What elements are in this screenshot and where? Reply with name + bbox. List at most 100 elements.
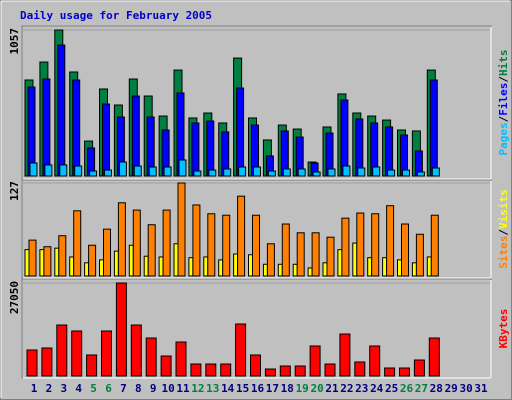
bar [339,333,351,377]
x-tick-label: 10 [161,382,174,395]
x-tick-label: 11 [176,382,190,395]
bar [356,212,365,277]
bar [26,349,38,377]
bar [128,244,134,277]
legend-separator: / [497,115,510,122]
bar [367,257,373,277]
bar [385,126,394,177]
bar [178,159,187,177]
bar [430,214,439,277]
bar [386,205,395,277]
bar [282,168,291,177]
bar [397,259,402,277]
bar [193,170,202,177]
bar [233,253,239,277]
x-tick-label: 24 [370,382,384,395]
x-tick-label: 21 [325,382,339,395]
bar [148,166,157,177]
bar [341,217,350,277]
bar [253,166,261,177]
chart-title: Daily usage for February 2005 [20,9,212,22]
bar [133,165,142,177]
bar [117,202,126,277]
x-tick-label: 17 [266,382,279,395]
bar [387,169,396,177]
bar [162,209,171,277]
x-tick-label: 13 [206,382,219,395]
bar [402,169,410,177]
bar [86,354,98,377]
legend-entry: Visits [497,189,510,229]
bar [415,233,424,277]
legend-separator: / [497,76,510,83]
bar [54,247,60,277]
bar [69,256,75,277]
x-tick-label: 22 [340,382,353,395]
bar [235,323,247,377]
bar [205,363,217,377]
x-tick-label: 16 [251,382,265,395]
x-tick-label: 29 [445,382,458,395]
x-tick-label: 30 [459,382,472,395]
bar [248,254,253,277]
bar [59,164,68,177]
bar [58,235,67,277]
bar [147,224,156,277]
bar [130,324,142,377]
bar [340,99,349,177]
bar [158,256,164,277]
bar [355,118,364,177]
x-tick-label: 28 [430,382,443,395]
bar [307,267,313,277]
bar [223,168,232,177]
x-tick-label: 5 [90,382,97,395]
bar [29,162,38,177]
bar [113,250,119,277]
bar [131,95,140,177]
bar [99,259,104,277]
bar [413,359,425,377]
bar [264,368,276,377]
bar [297,168,306,177]
x-tick-label: 1 [31,382,38,395]
bar [88,244,97,277]
legend-entry: Pages [497,122,510,155]
bar [28,239,37,277]
bar [101,330,112,377]
bar [24,249,30,277]
bar [71,330,83,377]
x-tick-label: 25 [385,382,398,395]
bar [416,171,425,177]
bar [203,256,209,277]
bar [115,282,127,377]
bar [324,363,336,377]
bar [102,103,110,177]
bar [192,204,201,277]
x-tick-label: 4 [75,382,82,395]
bar [43,246,52,277]
x-tick-label: 14 [221,382,235,395]
x-tick-label: 15 [236,382,249,395]
bar [104,169,112,177]
x-tick-label: 23 [355,382,368,395]
y-tick-label: 127 [8,181,21,201]
bar [327,168,336,177]
bar [431,167,440,177]
bar [372,166,381,177]
bar [42,78,51,177]
bar [399,367,410,377]
bar [426,256,432,277]
bar [262,263,268,277]
bar [371,213,380,277]
x-tick-label: 12 [191,382,204,395]
bar [222,214,231,277]
bar [279,365,291,377]
legend-entry: Files [497,83,510,116]
bar [72,79,81,177]
legend-entry: Hits [497,50,510,77]
legend: Sites/Visits [497,189,510,269]
bar [337,249,343,277]
x-tick-label: 9 [150,382,157,395]
bar [277,263,283,277]
